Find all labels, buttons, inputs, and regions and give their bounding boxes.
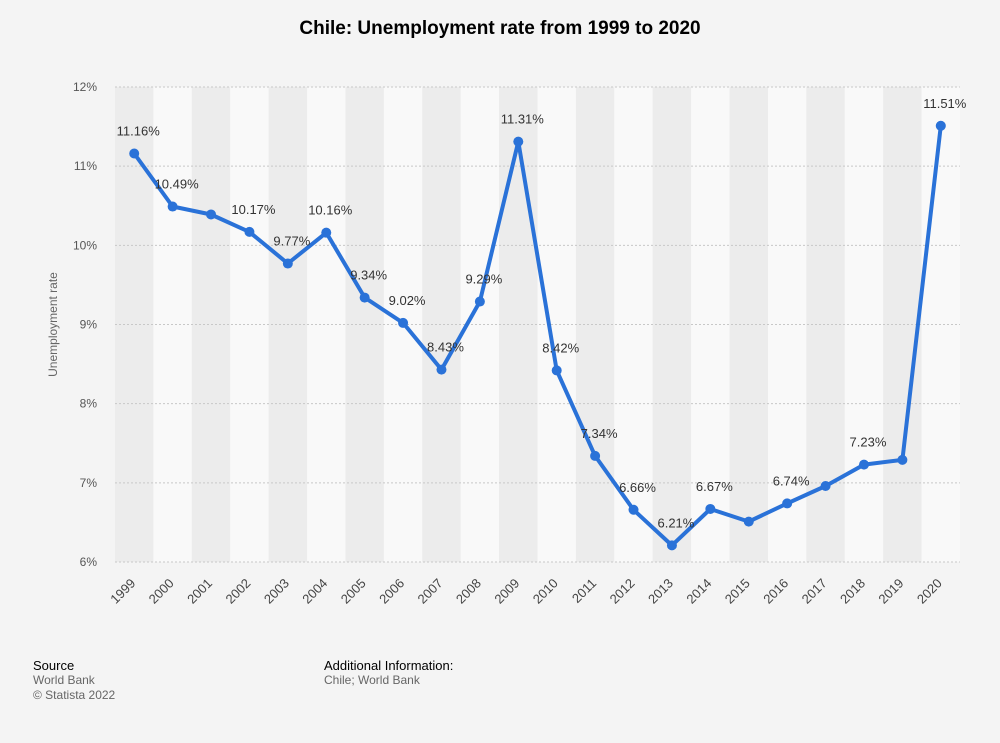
data-label: 10.17% bbox=[231, 202, 276, 217]
data-label: 6.74% bbox=[773, 473, 810, 488]
x-tick-label: 2004 bbox=[299, 576, 330, 607]
data-point bbox=[705, 503, 716, 514]
data-label: 9.02% bbox=[389, 293, 426, 308]
x-tick-label: 2012 bbox=[607, 576, 638, 607]
data-label: 9.34% bbox=[350, 268, 387, 283]
data-point bbox=[282, 258, 293, 269]
data-point bbox=[321, 227, 332, 238]
x-tick-label: 2003 bbox=[261, 576, 292, 607]
data-label: 9.77% bbox=[273, 234, 310, 249]
data-point bbox=[743, 516, 754, 527]
data-point bbox=[590, 450, 601, 461]
additional-info-heading: Additional Information: bbox=[324, 658, 454, 673]
y-tick-label: 12% bbox=[73, 80, 97, 94]
data-point bbox=[244, 226, 255, 237]
y-tick-label: 9% bbox=[80, 318, 98, 332]
y-tick-label: 10% bbox=[73, 238, 97, 252]
data-point bbox=[666, 540, 677, 551]
x-tick-label: 2013 bbox=[645, 576, 676, 607]
x-tick-label: 1999 bbox=[107, 576, 138, 607]
x-tick-label: 2017 bbox=[799, 576, 830, 607]
data-label: 6.21% bbox=[657, 515, 694, 530]
data-point bbox=[129, 148, 140, 159]
x-tick-label: 2014 bbox=[683, 576, 714, 607]
data-point bbox=[398, 317, 409, 328]
data-label: 6.66% bbox=[619, 480, 656, 495]
data-label: 8.42% bbox=[542, 340, 579, 355]
data-point bbox=[551, 365, 562, 376]
series-line bbox=[132, 123, 943, 548]
additional-info-block: Additional Information: Chile; World Ban… bbox=[324, 658, 453, 688]
y-tick-label: 7% bbox=[80, 476, 98, 490]
x-tick-label: 2005 bbox=[338, 576, 369, 607]
x-tick-label: 2019 bbox=[875, 576, 906, 607]
data-label: 9.29% bbox=[465, 272, 502, 287]
x-tick-label: 2011 bbox=[569, 576, 599, 606]
y-axis-title: Unemployment rate bbox=[46, 272, 60, 377]
copyright: © Statista 2022 bbox=[33, 688, 116, 702]
data-point bbox=[628, 504, 639, 515]
data-point bbox=[935, 120, 946, 131]
data-point bbox=[167, 201, 178, 212]
y-tick-label: 8% bbox=[80, 397, 98, 411]
data-label: 8.43% bbox=[427, 340, 464, 355]
data-label: 10.49% bbox=[155, 177, 200, 192]
x-tick-label: 2000 bbox=[146, 576, 177, 607]
x-tick-label: 2016 bbox=[760, 576, 791, 607]
data-label: 10.16% bbox=[308, 203, 353, 218]
source-name: World Bank bbox=[33, 673, 95, 687]
chart-title: Chile: Unemployment rate from 1999 to 20… bbox=[299, 18, 701, 39]
x-tick-label: 2018 bbox=[837, 576, 868, 607]
data-label: 7.34% bbox=[581, 426, 618, 441]
additional-info-text: Chile; World Bank bbox=[324, 673, 420, 687]
data-point bbox=[897, 454, 908, 465]
x-tick-label: 2002 bbox=[222, 576, 253, 607]
x-tick-label: 2015 bbox=[722, 576, 753, 607]
data-point bbox=[782, 498, 793, 509]
x-tick-label: 2008 bbox=[453, 576, 484, 607]
y-tick-label: 11% bbox=[74, 159, 97, 173]
data-point bbox=[474, 296, 485, 307]
data-point bbox=[858, 459, 869, 470]
data-label: 7.23% bbox=[850, 435, 887, 450]
x-tick-label: 2001 bbox=[184, 576, 215, 607]
x-tick-label: 2009 bbox=[491, 576, 522, 607]
data-point bbox=[820, 481, 831, 491]
y-tick-label: 6% bbox=[80, 555, 98, 569]
data-point bbox=[513, 136, 524, 147]
data-label: 11.16% bbox=[117, 124, 161, 139]
data-label: 11.31% bbox=[501, 112, 545, 127]
data-label: 6.67% bbox=[696, 479, 733, 494]
data-label: 11.51% bbox=[923, 96, 967, 111]
line-chart: 6% 7% 8% 9% 10% 11% 12% Unemployment rate 1999 20… bbox=[46, 80, 967, 607]
source-heading: Source bbox=[33, 658, 75, 673]
x-tick-label: 2007 bbox=[415, 576, 446, 607]
x-tick-label: 2010 bbox=[530, 576, 561, 607]
x-tick-label: 2020 bbox=[914, 576, 945, 607]
data-point bbox=[359, 292, 370, 303]
data-point bbox=[436, 364, 447, 375]
x-tick-label: 2006 bbox=[376, 576, 407, 607]
data-point bbox=[206, 209, 217, 220]
source-block: Source World Bank © Statista 2022 bbox=[33, 658, 115, 703]
